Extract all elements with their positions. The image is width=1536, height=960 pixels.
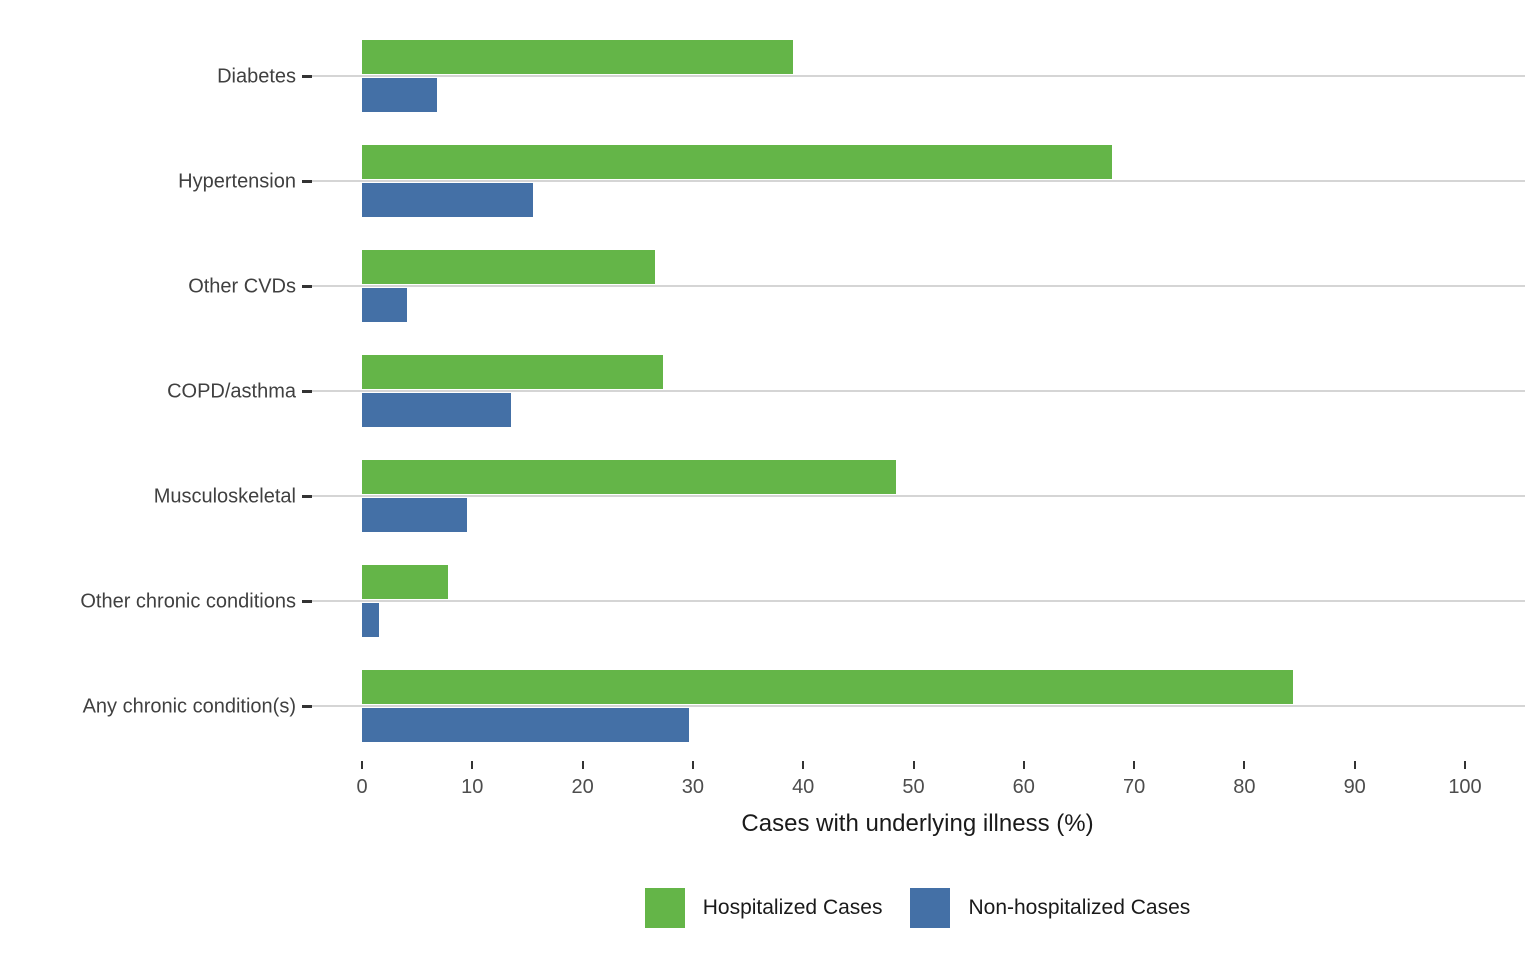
bar-non-hospitalized — [362, 393, 511, 427]
x-axis-tick-label: 50 — [902, 776, 925, 798]
category-label: Other CVDs — [188, 275, 296, 297]
x-axis-tick-label: 60 — [1012, 776, 1035, 798]
major-gridline — [311, 180, 1525, 182]
category-row: Other CVDs — [0, 234, 1536, 339]
category-label: Diabetes — [217, 65, 296, 87]
x-axis-tick-label: 10 — [461, 776, 484, 798]
y-axis-tick — [302, 495, 312, 498]
bar-hospitalized — [362, 40, 794, 74]
category-row: Any chronic condition(s) — [0, 654, 1536, 759]
x-axis-tick-label: 70 — [1122, 776, 1146, 798]
bar-non-hospitalized — [362, 708, 689, 742]
x-axis-tick-label: 0 — [356, 776, 368, 798]
bar-non-hospitalized — [362, 78, 437, 112]
bar-hospitalized — [362, 355, 664, 389]
x-axis-tick — [1243, 761, 1246, 769]
x-axis-tick-label: 80 — [1233, 776, 1256, 798]
category-row: Other chronic conditions — [0, 549, 1536, 654]
category-row: Musculoskeletal — [0, 444, 1536, 549]
x-axis-tick-label: 30 — [681, 776, 705, 798]
legend-label: Hospitalized Cases — [702, 896, 883, 919]
bar-hospitalized — [362, 250, 656, 284]
x-axis-tick — [1464, 761, 1466, 769]
category-label: Musculoskeletal — [153, 485, 296, 507]
x-axis-tick-label: 20 — [571, 776, 594, 798]
bar-non-hospitalized — [362, 183, 533, 217]
major-gridline — [311, 705, 1525, 707]
major-gridline — [311, 600, 1525, 602]
bar-hospitalized — [362, 145, 1112, 179]
category-label: COPD/asthma — [167, 380, 296, 402]
major-gridline — [311, 75, 1525, 77]
major-gridline — [311, 495, 1525, 497]
x-axis-tick-label: 100 — [1448, 776, 1482, 798]
legend-label: Non-hospitalized Cases — [968, 896, 1191, 919]
bar-hospitalized — [362, 460, 896, 494]
x-axis-tick — [912, 761, 915, 769]
bar-non-hospitalized — [362, 288, 408, 322]
x-axis-tick-label: 40 — [792, 776, 815, 798]
major-gridline — [311, 390, 1525, 392]
legend-item-non-hospitalized: Non-hospitalized Cases — [910, 888, 1190, 928]
x-axis-tick — [361, 761, 363, 769]
legend-swatch-non-hospitalized — [910, 888, 951, 928]
x-axis-tick — [581, 761, 584, 769]
bar-hospitalized — [362, 670, 1293, 704]
x-axis-tick — [471, 761, 474, 769]
y-axis-tick — [302, 705, 312, 708]
y-axis-tick — [302, 75, 312, 78]
bar-non-hospitalized — [362, 498, 467, 532]
legend-item-hospitalized: Hospitalized Cases — [644, 888, 883, 928]
x-axis-tick — [1133, 761, 1136, 769]
category-row: Hypertension — [0, 129, 1536, 234]
x-axis-tick — [1022, 761, 1025, 769]
category-row: COPD/asthma — [0, 339, 1536, 444]
x-axis-tick — [802, 761, 805, 769]
category-label: Any chronic condition(s) — [82, 695, 296, 717]
y-axis-tick — [302, 600, 312, 603]
y-axis-tick — [302, 285, 312, 288]
category-label: Other chronic conditions — [80, 590, 296, 612]
legend-swatch-hospitalized — [644, 888, 685, 928]
x-axis-tick — [1353, 761, 1356, 769]
legend: Hospitalized Cases Non-hospitalized Cases — [310, 886, 1525, 930]
y-axis-tick — [302, 390, 312, 393]
category-row: Diabetes — [0, 24, 1536, 129]
y-axis-tick — [302, 180, 312, 183]
bar-hospitalized — [362, 565, 448, 599]
bar-non-hospitalized — [362, 603, 379, 637]
category-label: Hypertension — [178, 170, 296, 192]
x-axis-tick-label: 90 — [1343, 776, 1366, 798]
major-gridline — [311, 285, 1525, 287]
x-axis-title: Cases with underlying illness (%) — [741, 810, 1094, 837]
x-axis-tick — [691, 761, 694, 769]
